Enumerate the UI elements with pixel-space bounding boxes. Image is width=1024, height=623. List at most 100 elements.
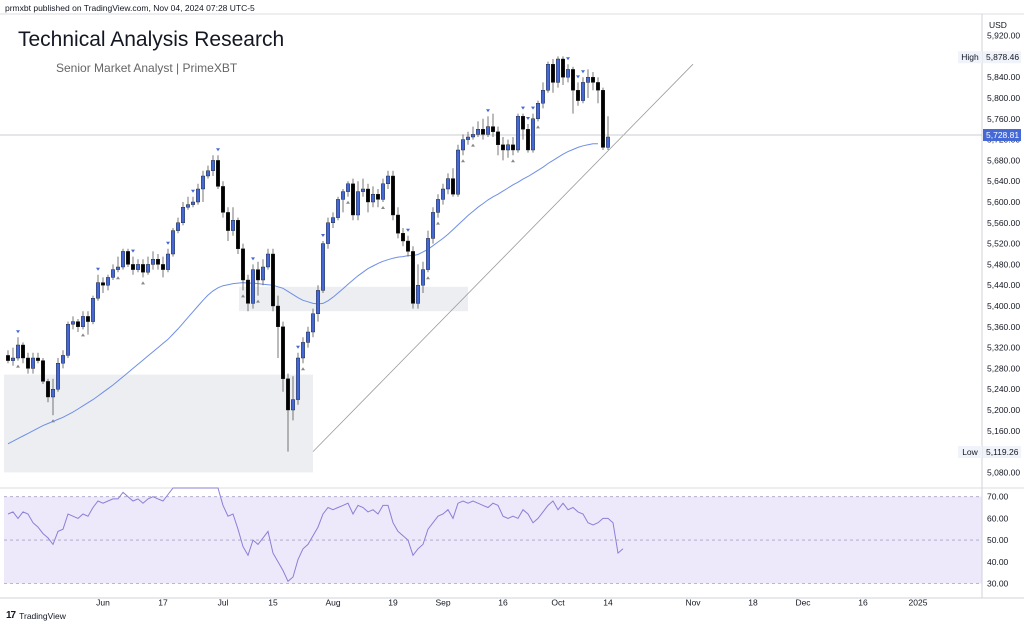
candle-body [596,82,601,91]
candle-body [261,266,266,281]
pivot-high-marker [486,109,490,113]
price-tick-label: 5,840.00 [987,72,1020,82]
candle-body [356,191,361,216]
time-tick-label: Jul [218,597,229,607]
price-tick-label: 5,160.00 [987,426,1020,436]
candle-body [70,321,75,325]
high-value-bg [983,51,1021,64]
candle-body [496,131,501,146]
trendline [312,63,694,452]
pivot-low-marker [116,276,120,280]
candle-body [461,139,466,151]
candle-body [396,214,401,234]
low-value-bg [983,445,1021,458]
candle-body [46,381,51,398]
candle-body [376,193,381,200]
rsi-tick-label: 40.00 [987,557,1009,567]
time-tick-label: Nov [685,597,701,607]
pivot-low-marker [381,206,385,209]
low-label: Low [962,447,978,457]
tradingview-logo: 17 TradingView [6,610,66,621]
candle-body [561,58,566,78]
candle-body [401,232,406,242]
candle-body [451,178,456,195]
candle-body [281,326,286,379]
candles-layer [5,56,611,452]
candle-body [145,264,150,273]
pivot-low-marker [461,159,465,163]
tradingview-logo-mark: 17 [6,610,16,621]
candle-body [250,269,255,304]
candle-body [130,264,135,270]
price-tick-label: 5,800.00 [987,93,1020,103]
high-value: 5,878.46 [986,52,1019,62]
candle-body [175,222,180,231]
pivot-low-marker [511,159,515,163]
pivot-low-marker [346,200,350,204]
price-tick-label: 5,280.00 [987,363,1020,373]
pivot-high-marker [131,249,135,253]
candle-body [491,126,496,132]
candle-body [366,188,371,203]
time-tick-label: 2025 [909,597,928,607]
time-tick-label: Jun [96,597,110,607]
high-label-bg [958,51,982,64]
pivot-high-marker [526,117,530,120]
candle-body [556,58,561,83]
candle-body [431,212,436,239]
candle-body [5,355,10,361]
candle-body [240,248,245,281]
high-label: High [961,52,979,62]
price-tick-label: 5,080.00 [987,467,1020,477]
candle-body [416,285,421,304]
time-tick-label: 17 [158,597,168,607]
candle-body [225,212,230,231]
candle-body [90,298,95,322]
time-tick-label: 16 [858,597,868,607]
pivot-high-marker [216,148,220,152]
candle-body [576,89,581,101]
candle-body [110,269,115,278]
candle-body [466,136,471,140]
candle-body [150,259,155,265]
time-tick-label: Dec [795,597,811,607]
price-tick-label: 5,920.00 [987,31,1020,41]
candle-body [185,204,190,208]
rsi-tick-label: 50.00 [987,535,1009,545]
publisher-header: prmxbt published on TradingView.com, Nov… [5,3,255,13]
time-tick-label: Sep [435,597,450,607]
pivot-low-marker [301,367,305,371]
candle-body [155,259,160,265]
candle-body [546,63,551,91]
pivot-high-marker [521,106,525,110]
candle-body [85,316,90,322]
time-tick-label: 18 [748,597,758,607]
candle-body [271,253,276,307]
candle-body [266,253,271,268]
pivot-high-marker [191,189,195,193]
candle-body [256,269,261,281]
pivot-high-marker [566,57,570,61]
candle-body [381,183,386,200]
moving-average-line [7,143,598,445]
tradingview-logo-text: TradingView [19,610,66,621]
support-zone-0 [4,374,313,473]
brand-title: Technical Analysis Research [18,28,285,51]
candle-body [100,282,105,286]
candle-body [511,144,516,151]
pivot-low-marker [426,276,430,280]
candle-body [536,102,541,119]
pivot-low-marker [81,333,85,337]
candle-body [135,264,140,270]
pivot-high-marker [16,330,20,334]
brand-subtitle: Senior Market Analyst | PrimeXBT [56,61,238,75]
candle-body [316,290,321,314]
candle-body [566,69,571,78]
markers-layer [16,57,585,423]
candle-body [601,89,606,148]
candle-body [105,277,110,286]
candle-body [341,191,346,200]
pivot-low-marker [51,419,55,423]
candle-body [571,69,576,91]
